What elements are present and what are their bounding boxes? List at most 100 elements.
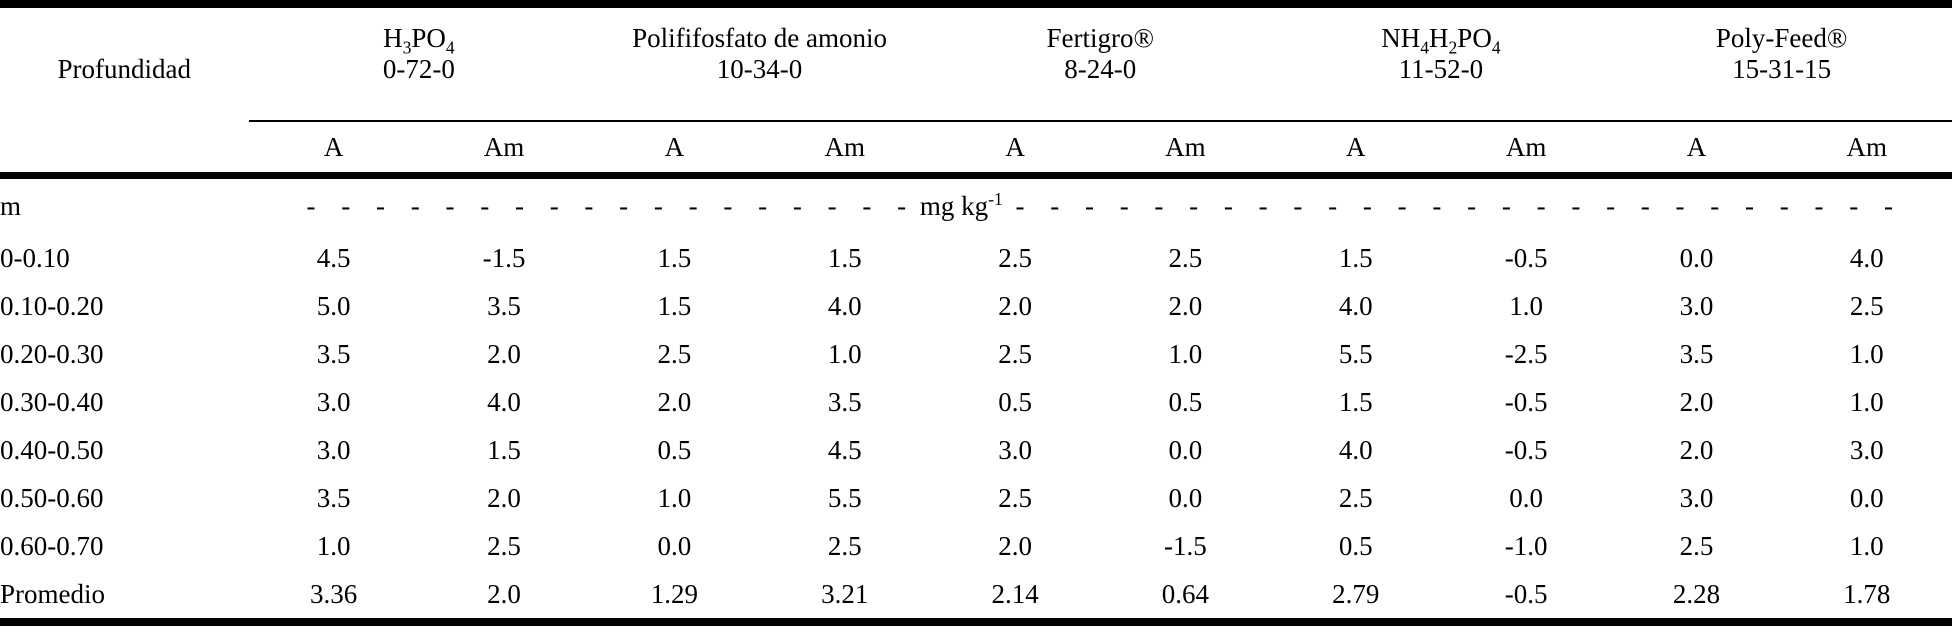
fertilizer-formulation: 10-34-0 (589, 54, 930, 122)
data-cell: 3.0 (1679, 290, 1714, 321)
data-cell: 1.0 (1509, 290, 1543, 321)
data-cell: 2.5 (1168, 242, 1203, 273)
data-cell: 1.5 (487, 434, 521, 465)
data-cell: -1.5 (1164, 530, 1207, 561)
data-cell: 4.5 (827, 434, 862, 465)
data-cell: -1.0 (1504, 530, 1548, 561)
data-cell: 0.5 (657, 434, 692, 465)
data-cell: -0.5 (1504, 386, 1548, 417)
data-cell: 2.5 (1849, 290, 1884, 321)
data-cell: 3.5 (827, 386, 862, 417)
data-cell: 2.0 (1679, 386, 1714, 417)
data-cell: 4.0 (1849, 242, 1884, 273)
data-cell: 1.5 (657, 290, 692, 321)
depth-unit-label: m (0, 191, 22, 221)
subcolumn-header: Am (759, 121, 930, 179)
data-cell: 2.0 (487, 338, 521, 369)
fertilizer-group-name: Fertigro® (1046, 23, 1154, 53)
data-cell: 4.0 (827, 290, 862, 321)
data-cell: 0.0 (1849, 482, 1884, 513)
table-row: 0.50-0.60 3.5 2.0 1.0 5.5 2.5 0.0 2.5 0.0 3.0 0.0 (0, 474, 1952, 522)
fertilizer-group-name: Polififosfato de amonio (632, 23, 888, 53)
data-cell: 2.5 (998, 338, 1032, 369)
data-cell: 3.0 (316, 386, 351, 417)
subcolumn-header: Am (1440, 121, 1612, 179)
table-body: 0-0.10 4.5 -1.5 1.5 1.5 2.5 2.5 1.5 -0.5 0.0 4.0 0.… (0, 234, 1952, 622)
data-cell: 3.5 (487, 290, 521, 321)
data-cell: 2.28 (1672, 578, 1721, 609)
data-cell: 4.0 (1338, 434, 1373, 465)
units-cell: - - - - - - - - - - - - - - - - - - mg k… (249, 176, 1952, 235)
subcolumn-header: Am (418, 121, 590, 179)
row-label: 0.40-0.50 (0, 434, 104, 465)
data-cell: 5.5 (1338, 338, 1373, 369)
data-cell: 1.0 (1849, 338, 1884, 369)
row-label: 0-0.10 (0, 242, 70, 273)
row-label: 0.50-0.60 (0, 482, 104, 513)
data-cell: 1.5 (1338, 386, 1373, 417)
row-label: 0.20-0.30 (0, 338, 104, 369)
data-cell: 2.5 (827, 530, 862, 561)
data-cell: 0.0 (1168, 434, 1203, 465)
data-cell: 0.0 (657, 530, 692, 561)
data-cell: 2.0 (487, 578, 521, 609)
data-cell: 2.5 (998, 242, 1032, 273)
data-cell: 4.0 (487, 386, 521, 417)
data-cell: 3.5 (1679, 338, 1714, 369)
data-cell: 2.79 (1332, 578, 1380, 609)
table-row: 0.40-0.50 3.0 1.5 0.5 4.5 3.0 0.0 4.0 -0.5 2.0 3.0 (0, 426, 1952, 474)
table-row: 0-0.10 4.5 -1.5 1.5 1.5 2.5 2.5 1.5 -0.5 0.0 4.0 (0, 234, 1952, 282)
data-cell: 0.5 (1338, 530, 1373, 561)
data-cell: 3.0 (316, 434, 351, 465)
data-cell: 5.0 (316, 290, 351, 321)
data-cell: 0.0 (1168, 482, 1203, 513)
data-cell: 3.21 (821, 578, 869, 609)
fertilizer-formulation: 15-31-15 (1611, 54, 1952, 122)
subcolumn-header: A (929, 121, 1101, 179)
data-cell: 2.0 (657, 386, 692, 417)
fertilizer-group-name: Poly-Feed® (1715, 23, 1848, 53)
data-cell: 3.5 (316, 482, 351, 513)
data-cell: 2.5 (1338, 482, 1373, 513)
fertilizer-name-row: H3PO4 Polififosfato de amonio Fertigro® … (0, 4, 1952, 58)
data-cell: 2.5 (487, 530, 521, 561)
unit-exponent: -1 (988, 189, 1003, 209)
subcolumn-header: Am (1781, 121, 1952, 179)
fertilizer-group-name: NH4H2PO4 (1381, 23, 1501, 58)
data-cell: 2.5 (1679, 530, 1714, 561)
column-header-profundidad: Profundidad (57, 54, 191, 84)
subcolumn-header: Am (1100, 121, 1271, 179)
data-cell: 1.5 (1338, 242, 1373, 273)
empty-corner-cell (0, 4, 249, 54)
data-cell: 1.0 (1849, 530, 1884, 561)
data-cell: 2.0 (998, 290, 1032, 321)
data-cell: 5.5 (827, 482, 862, 513)
row-label: Promedio (0, 578, 105, 609)
data-cell: -0.5 (1504, 242, 1548, 273)
data-cell: 1.0 (1849, 386, 1884, 417)
fertilizer-formulation: 11-52-0 (1270, 54, 1612, 122)
fertilizer-formulation: 8-24-0 (929, 54, 1271, 122)
table-row: 0.60-0.70 1.0 2.5 0.0 2.5 2.0 -1.5 0.5 -1.0 2.5 1.… (0, 522, 1952, 570)
data-cell: 2.14 (991, 578, 1039, 609)
data-cell: 1.29 (650, 578, 698, 609)
data-cell: 1.0 (316, 530, 351, 561)
subcolumn-header: A (248, 121, 419, 179)
subcolumn-header: A (1611, 121, 1782, 179)
data-cell: 0.0 (1679, 242, 1714, 273)
empty-corner-cell (0, 121, 249, 179)
data-cell: 0.0 (1509, 482, 1543, 513)
data-cell: 2.0 (998, 530, 1032, 561)
data-cell: 0.64 (1161, 578, 1210, 609)
table-row: Promedio 3.36 2.0 1.29 3.21 2.14 0.64 2.79 -0.5 2… (0, 570, 1952, 622)
data-cell: 0.5 (998, 386, 1032, 417)
data-cell: 3.0 (1679, 482, 1714, 513)
table-row: 0.20-0.30 3.5 2.0 2.5 1.0 2.5 1.0 5.5 -2.5 3.5 1.0 (0, 330, 1952, 378)
data-cell: 1.0 (827, 338, 862, 369)
data-cell: 2.0 (487, 482, 521, 513)
data-cell: 2.0 (1168, 290, 1203, 321)
data-cell: 2.5 (998, 482, 1032, 513)
data-cell: 1.5 (827, 242, 862, 273)
fertilizer-formulation: 0-72-0 (248, 54, 590, 122)
